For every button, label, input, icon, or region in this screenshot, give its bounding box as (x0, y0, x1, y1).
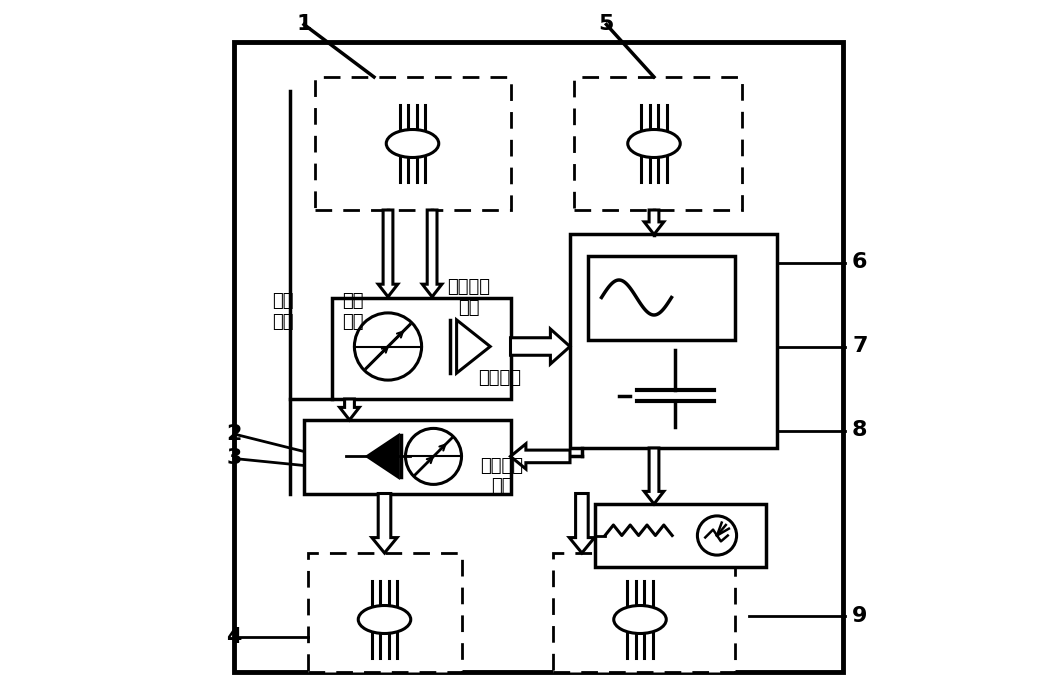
Text: 5: 5 (599, 15, 614, 34)
Ellipse shape (386, 130, 438, 158)
Polygon shape (456, 320, 490, 373)
Bar (574, 77, 742, 210)
Polygon shape (367, 435, 399, 477)
Bar (570, 234, 776, 448)
Bar (307, 553, 462, 672)
Bar (331, 298, 511, 399)
Circle shape (355, 313, 422, 380)
Polygon shape (379, 210, 398, 297)
Text: 驱动脉冲: 驱动脉冲 (478, 369, 521, 387)
Text: 9: 9 (852, 606, 868, 626)
Text: 7: 7 (852, 337, 868, 356)
Bar (304, 420, 511, 494)
Polygon shape (644, 448, 664, 504)
Ellipse shape (614, 606, 666, 634)
Text: 4: 4 (227, 627, 241, 647)
Text: 辅助
供电: 辅助 供电 (273, 292, 294, 331)
Bar (587, 256, 734, 340)
Polygon shape (570, 494, 595, 553)
Polygon shape (511, 444, 570, 469)
Polygon shape (340, 399, 360, 420)
Bar (595, 504, 766, 567)
Circle shape (698, 516, 736, 555)
Text: 2: 2 (227, 424, 241, 444)
Text: 8: 8 (852, 421, 868, 440)
Text: 供电切换
指令: 供电切换 指令 (447, 278, 490, 317)
Circle shape (406, 428, 462, 484)
Bar (234, 42, 843, 672)
Bar (553, 553, 734, 672)
Text: 辅助
供电: 辅助 供电 (342, 292, 364, 331)
Text: 6: 6 (852, 253, 868, 272)
Text: 状态指示
信号: 状态指示 信号 (479, 456, 522, 496)
Text: 1: 1 (296, 15, 312, 34)
Polygon shape (511, 329, 570, 364)
Ellipse shape (359, 606, 411, 634)
Polygon shape (644, 210, 664, 235)
Polygon shape (372, 494, 398, 553)
Text: 3: 3 (227, 449, 241, 468)
Ellipse shape (627, 130, 680, 158)
Polygon shape (423, 210, 442, 297)
Bar (315, 77, 511, 210)
